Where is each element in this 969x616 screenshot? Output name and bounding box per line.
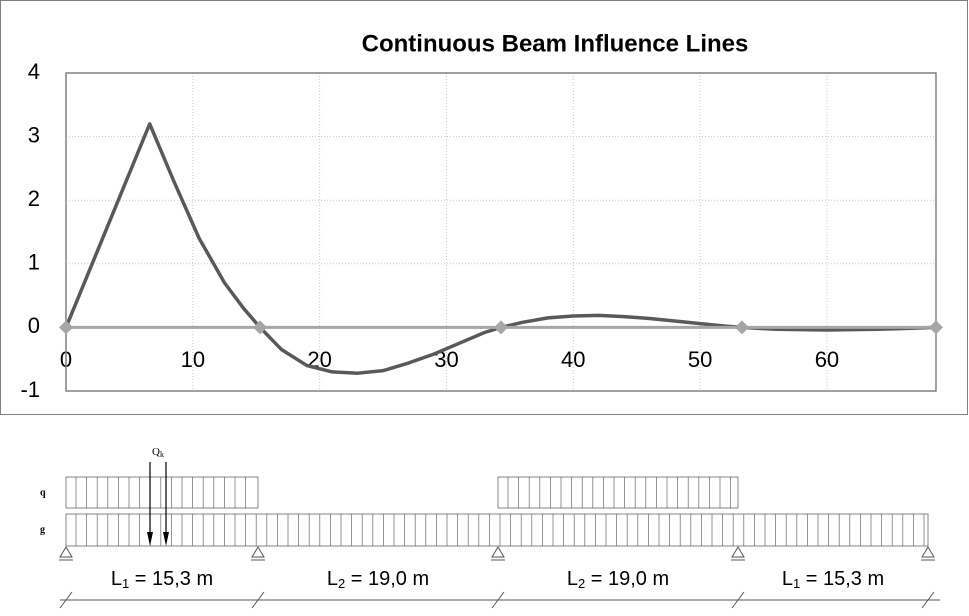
load-g-label: g [40, 524, 45, 535]
plot-border [65, 72, 937, 392]
chart-border [0, 0, 968, 415]
support-marker [494, 320, 508, 335]
load-block [65, 476, 259, 509]
x-tick-label: 10 [181, 347, 205, 372]
point-load-index: k [160, 450, 164, 459]
span-text: = 19,0 m [345, 568, 429, 590]
support [921, 546, 935, 558]
span-index: 2 [578, 576, 585, 591]
y-tick-label: 4 [28, 59, 40, 84]
span-label: L2 = 19,0 m [567, 568, 669, 591]
y-tick-label: -1 [20, 377, 40, 402]
span-label: L2 = 19,0 m [327, 568, 429, 591]
arrow-head [147, 532, 153, 546]
point-load-symbol: Q [152, 446, 160, 458]
span-label: L1 = 15,3 m [111, 568, 213, 591]
span-index: 1 [793, 576, 800, 591]
span-index: 1 [122, 576, 129, 591]
x-tick-label: 60 [815, 347, 839, 372]
support-marker [253, 320, 268, 335]
support-marker [59, 320, 73, 335]
y-tick-label: 0 [28, 313, 40, 338]
x-tick-label: 40 [561, 347, 585, 372]
beam-diagram: q g Qk L1 = 15,3 m L2 = 19,0 m L2 = 19,0 m… [40, 446, 940, 609]
span-symbol: L [782, 568, 793, 590]
span-text: = 19,0 m [585, 568, 669, 590]
chart-title: Continuous Beam Influence Lines [362, 30, 749, 57]
y-tick-label: 3 [28, 122, 40, 147]
span-index: 2 [338, 576, 345, 591]
y-tick-label: 1 [28, 250, 40, 275]
span-symbol: L [111, 568, 122, 590]
span-text: = 15,3 m [129, 568, 213, 590]
support [59, 546, 73, 558]
span-symbol: L [567, 568, 578, 590]
span-label: L1 = 15,3 m [782, 568, 884, 591]
load-q-label: q [40, 487, 46, 498]
point-load-label: Qk [152, 446, 164, 459]
load-block [65, 513, 929, 547]
x-tick-label: 50 [688, 347, 712, 372]
arrow-head [163, 532, 169, 546]
support-marker [929, 320, 943, 335]
support-marker [734, 320, 749, 335]
load-block [497, 476, 739, 509]
span-symbol: L [327, 568, 338, 590]
support [731, 546, 745, 558]
span-text: = 15,3 m [800, 568, 884, 590]
support [251, 546, 265, 558]
support [491, 546, 505, 558]
y-tick-label: 2 [28, 186, 40, 211]
